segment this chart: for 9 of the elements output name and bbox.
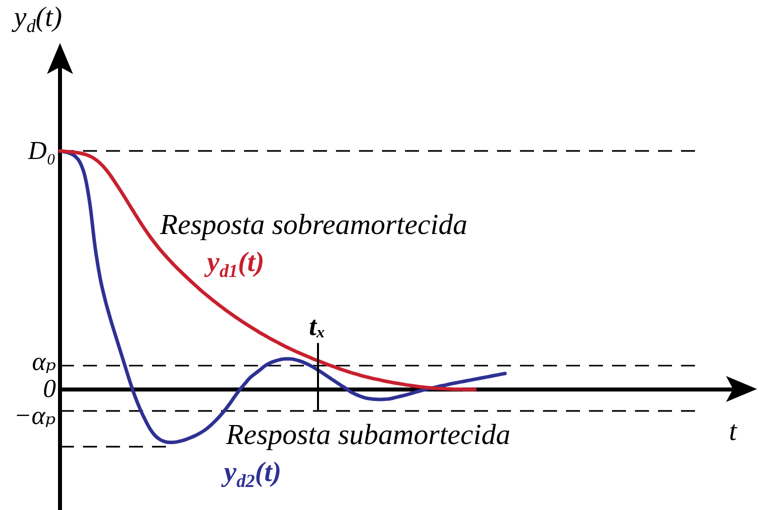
annotation: Resposta sobreamortecida [160,209,468,241]
ref-line-label: D₀ [28,136,56,165]
ref-line-label: −αₚ [14,400,56,430]
annotation: Resposta subamortecida [226,419,510,451]
y-axis-title: y$_{d}$(t) [14,2,62,36]
ref-line-label: 0 [43,374,56,403]
x-axis-title: t [729,416,737,448]
annotation: tₓ [309,311,326,341]
ref-line-label: αₚ [32,346,56,376]
